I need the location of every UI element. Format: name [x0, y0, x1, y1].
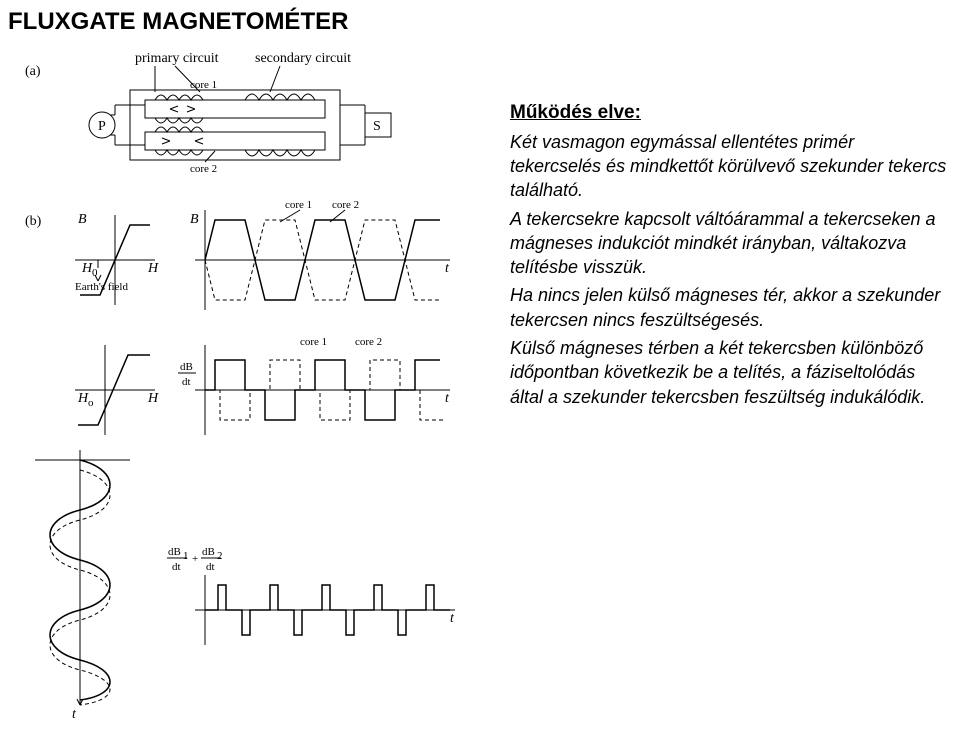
- paragraph-1: Két vasmagon egymással ellentétes primér…: [510, 130, 950, 203]
- core2-label-a: core 2: [190, 163, 217, 175]
- secondary-sense-label: S: [373, 119, 381, 134]
- svg-text:core 2: core 2: [332, 199, 359, 211]
- svg-text:t: t: [72, 707, 77, 720]
- saturation-waveforms: B core 1 core 2 t: [190, 199, 450, 310]
- svg-text:t: t: [450, 611, 455, 626]
- panel-a-label: (a): [25, 64, 41, 79]
- svg-text:o: o: [88, 397, 94, 409]
- svg-text:dt: dt: [172, 561, 181, 573]
- description-heading: Működés elve:: [510, 100, 950, 126]
- secondary-circuit-label: secondary circuit: [255, 51, 351, 66]
- secondary-winding: [245, 94, 315, 156]
- earths-field-label: Earth's field: [75, 281, 128, 293]
- figure-container: (a) primary circuit secondary circuit co…: [20, 50, 490, 720]
- svg-text:core 1: core 1: [285, 199, 312, 211]
- svg-text:dB: dB: [202, 546, 215, 558]
- svg-text:core 1: core 1: [300, 336, 327, 348]
- description-body: Két vasmagon egymással ellentétes primér…: [510, 130, 950, 409]
- svg-text:core 2: core 2: [355, 336, 382, 348]
- fluxgate-diagram-svg: (a) primary circuit secondary circuit co…: [20, 50, 490, 720]
- svg-text:dB: dB: [168, 546, 181, 558]
- primary-winding-core1: [155, 95, 203, 123]
- paragraph-3: Ha nincs jelen külső mágneses tér, akkor…: [510, 283, 950, 332]
- paragraph-2: A tekercsekre kapcsolt váltóárammal a te…: [510, 207, 950, 280]
- svg-text:B: B: [78, 212, 87, 227]
- svg-text:t: t: [445, 391, 450, 406]
- svg-text:t: t: [445, 261, 450, 276]
- bh-curve-offset: H Ho: [75, 345, 159, 435]
- svg-text:dt: dt: [206, 561, 215, 573]
- paragraph-4: Külső mágneses térben a két tekercsben k…: [510, 336, 950, 409]
- svg-text:B: B: [190, 212, 199, 227]
- svg-text:H: H: [147, 261, 159, 276]
- input-sines: t: [35, 450, 130, 720]
- core1-label-a: core 1: [190, 79, 217, 91]
- svg-text:+: +: [192, 553, 198, 565]
- page-title: FLUXGATE MAGNETOMÉTER: [8, 8, 348, 36]
- bh-curve-no-offset: B H H0 Earth's field: [75, 212, 159, 305]
- primary-circuit-label: primary circuit: [135, 51, 219, 66]
- panel-b-label: (b): [25, 214, 42, 229]
- sum-pulses: dB 1 dt + dB 2 dt t: [167, 546, 455, 645]
- svg-text:dt: dt: [182, 376, 191, 388]
- primary-winding-core2: [155, 127, 203, 155]
- primary-source-label: P: [98, 119, 106, 134]
- description-text: Működés elve: Két vasmagon egymással ell…: [510, 100, 950, 413]
- svg-text:H: H: [147, 391, 159, 406]
- svg-text:1: 1: [183, 550, 189, 562]
- svg-text:dB: dB: [180, 361, 193, 373]
- dbdt-pulses: dB dt core 1 core 2 t: [178, 336, 450, 435]
- svg-text:0: 0: [92, 267, 98, 279]
- svg-text:2: 2: [217, 550, 223, 562]
